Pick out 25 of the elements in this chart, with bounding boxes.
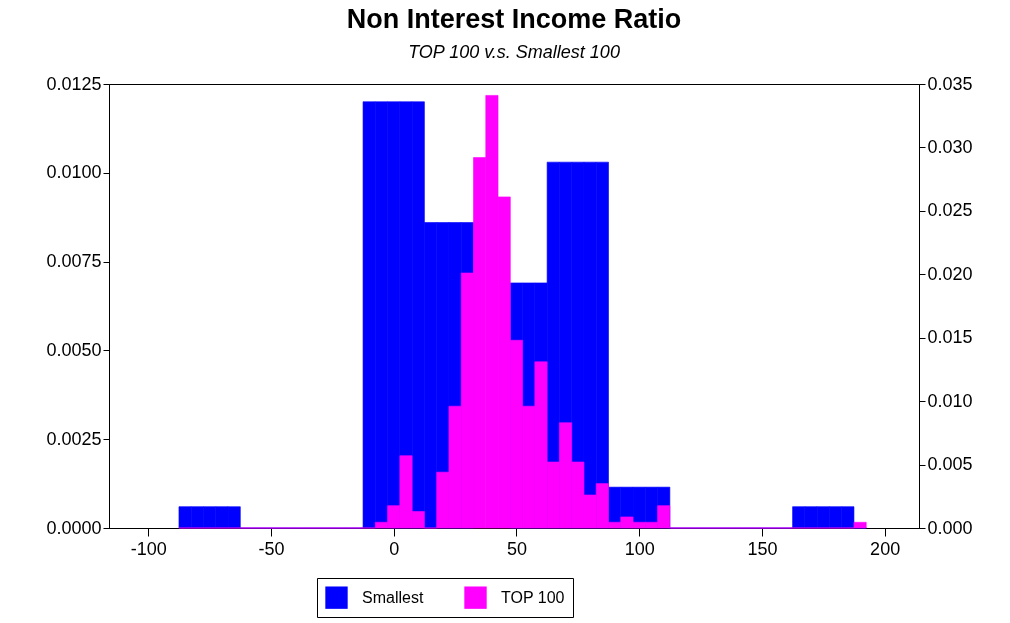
x-tick-label: 100 [624,538,655,559]
chart-subtitle: TOP 100 v.s. Smallest 100 [408,42,620,62]
x-tick-label: 150 [747,538,778,559]
y-tick-label: 0.0125 [46,73,102,94]
y2-tick-label: 0.005 [927,454,973,475]
y-tick-label: 0.0100 [46,162,102,183]
x-tick-label: 200 [870,538,901,559]
chart-title: Non Interest Income Ratio [346,4,682,34]
x-tick-label: 0 [389,538,400,559]
x-tick-label: 50 [506,538,527,559]
y2-tick-label: 0.035 [927,73,973,94]
y2-tick-label: 0.000 [927,517,973,538]
y-tick-label: 0.0000 [46,517,102,538]
y2-tick-label: 0.010 [927,390,973,411]
y2-tick-label: 0.025 [927,200,973,221]
y2-tick-label: 0.020 [927,263,973,284]
y-tick-label: 0.0075 [46,251,102,272]
y-tick-label: 0.0025 [46,428,102,449]
legend-label: Smallest [362,588,424,606]
x-tick-label: -50 [258,538,285,559]
legend-label: TOP 100 [501,588,565,606]
y2-tick-label: 0.030 [927,136,973,157]
x-tick-label: -100 [130,538,167,559]
y2-tick-label: 0.015 [927,327,973,348]
y-tick-label: 0.0050 [46,339,102,360]
